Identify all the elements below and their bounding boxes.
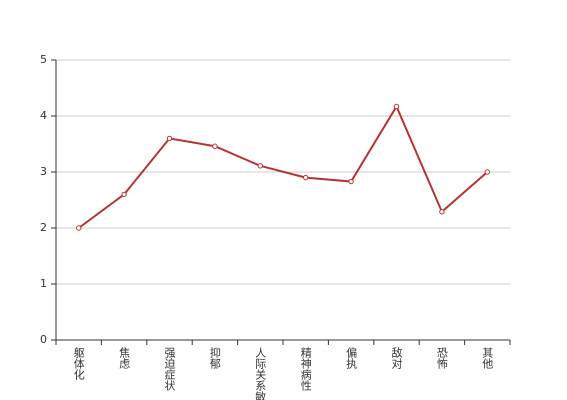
point <box>439 209 445 215</box>
y-tick-label: 3 <box>40 165 47 178</box>
x-tick-label: 躯体化 <box>72 347 85 381</box>
x-tick-label: 偏执 <box>345 346 358 370</box>
x-tick-label: 其他 <box>481 347 494 369</box>
x-tick-label: 焦虑 <box>118 347 131 369</box>
y-tick-label: 1 <box>40 277 47 290</box>
point <box>166 135 173 142</box>
x-tick-label: 精神病性 <box>299 347 312 392</box>
point <box>393 103 400 110</box>
y-tick-label: 0 <box>40 333 47 346</box>
x-tick-label: 敌对 <box>390 346 403 369</box>
y-tick-label: 5 <box>40 53 47 66</box>
x-tick-label: 抑郁 <box>208 346 221 369</box>
point <box>121 191 127 198</box>
point <box>303 174 309 181</box>
line <box>78 104 488 229</box>
x-tick-label: 强迫症状 <box>163 347 176 391</box>
point <box>484 169 490 175</box>
x-tick-label: 恐怖 <box>435 347 448 369</box>
y-tick-label: 2 <box>40 221 47 234</box>
point <box>348 178 354 185</box>
y-tick-label: 4 <box>40 109 47 122</box>
point <box>76 225 82 231</box>
point <box>257 163 263 169</box>
x-tick-label: 人际关系敏感 <box>254 347 267 400</box>
point <box>212 143 218 149</box>
